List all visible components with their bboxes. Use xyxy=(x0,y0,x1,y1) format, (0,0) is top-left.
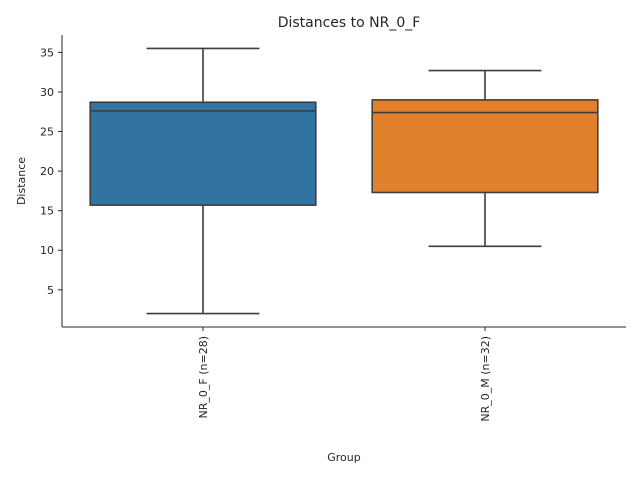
iqr-box xyxy=(89,101,317,206)
x-tick-label: NR_0_M (n=32) xyxy=(479,336,492,422)
x-tick-label: NR_0_F (n=28) xyxy=(197,336,210,418)
box-group xyxy=(371,69,599,248)
y-tick-label: 20 xyxy=(40,165,54,178)
y-tick-label: 15 xyxy=(40,205,54,218)
y-tick-label: 35 xyxy=(40,46,54,59)
y-tick-label: 10 xyxy=(40,244,54,257)
y-tick-label: 30 xyxy=(40,86,54,99)
y-tick-label: 25 xyxy=(40,126,54,139)
y-axis-label: Distance xyxy=(15,157,28,205)
x-axis-label: Group xyxy=(327,451,361,464)
y-ticks: 5 10 15 20 25 30 35 xyxy=(40,46,62,297)
chart-title: Distances to NR_0_F xyxy=(278,15,421,31)
x-ticks: NR_0_F (n=28) NR_0_M (n=32) xyxy=(197,327,492,422)
plot-area xyxy=(89,47,599,315)
box-group xyxy=(89,47,317,315)
iqr-box xyxy=(371,99,599,194)
y-tick-label: 5 xyxy=(47,284,54,297)
